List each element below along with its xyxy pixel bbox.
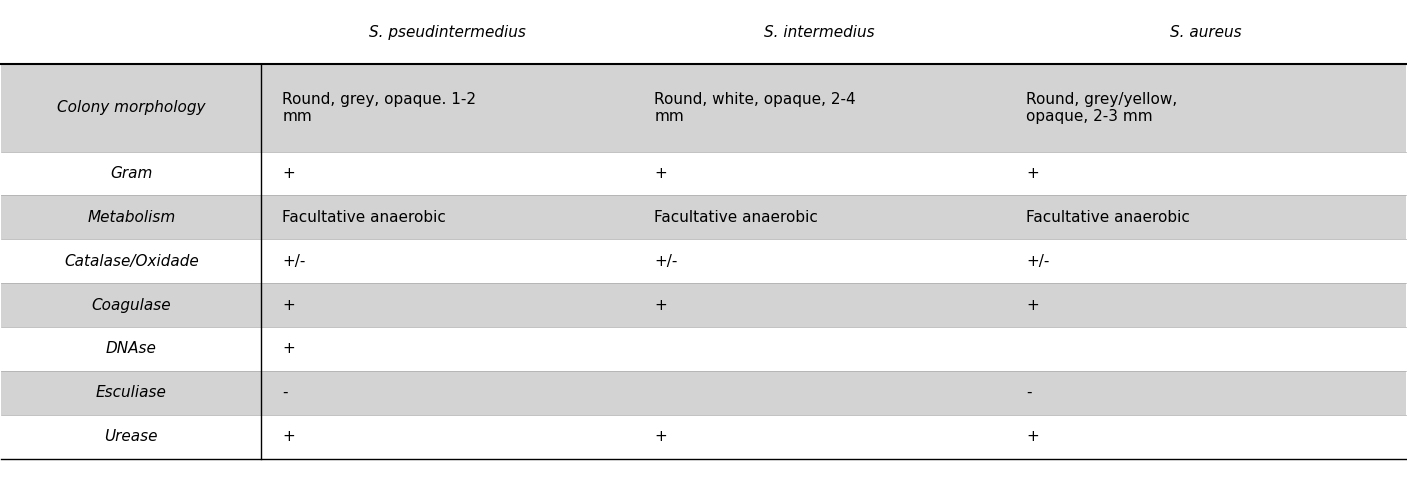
Bar xyxy=(1,64,1406,151)
Text: Round, grey/yellow,
opaque, 2-3 mm: Round, grey/yellow, opaque, 2-3 mm xyxy=(1027,91,1178,124)
Text: +: + xyxy=(1027,298,1040,313)
Bar xyxy=(1,371,1406,415)
Text: +: + xyxy=(283,166,295,181)
Text: Round, grey, opaque. 1-2
mm: Round, grey, opaque. 1-2 mm xyxy=(283,91,476,124)
Text: Round, white, opaque, 2-4
mm: Round, white, opaque, 2-4 mm xyxy=(654,91,855,124)
Text: +: + xyxy=(283,341,295,356)
Text: Colony morphology: Colony morphology xyxy=(58,100,205,115)
Bar xyxy=(1,1,1406,64)
Text: +: + xyxy=(654,298,667,313)
Text: -: - xyxy=(283,385,288,400)
Text: +: + xyxy=(654,429,667,444)
Bar xyxy=(1,283,1406,327)
Text: +: + xyxy=(283,429,295,444)
Text: S. aureus: S. aureus xyxy=(1169,25,1241,40)
Bar xyxy=(1,196,1406,239)
Text: Facultative anaerobic: Facultative anaerobic xyxy=(283,210,446,225)
Bar xyxy=(1,151,1406,196)
Bar xyxy=(1,239,1406,283)
Text: +: + xyxy=(1027,429,1040,444)
Text: Esculiase: Esculiase xyxy=(96,385,166,400)
Text: +/-: +/- xyxy=(283,254,305,269)
Text: +/-: +/- xyxy=(654,254,678,269)
Text: +/-: +/- xyxy=(1027,254,1050,269)
Text: +: + xyxy=(283,298,295,313)
Bar xyxy=(1,415,1406,458)
Text: +: + xyxy=(654,166,667,181)
Text: Coagulase: Coagulase xyxy=(91,298,172,313)
Text: DNAse: DNAse xyxy=(106,341,156,356)
Text: S. intermedius: S. intermedius xyxy=(764,25,875,40)
Text: S. pseudintermedius: S. pseudintermedius xyxy=(369,25,526,40)
Text: Urease: Urease xyxy=(104,429,158,444)
Text: +: + xyxy=(1027,166,1040,181)
Text: Facultative anaerobic: Facultative anaerobic xyxy=(654,210,819,225)
Text: Facultative anaerobic: Facultative anaerobic xyxy=(1027,210,1190,225)
Text: -: - xyxy=(1027,385,1031,400)
Text: Metabolism: Metabolism xyxy=(87,210,176,225)
Bar xyxy=(1,327,1406,371)
Text: Catalase/Oxidade: Catalase/Oxidade xyxy=(63,254,198,269)
Text: Gram: Gram xyxy=(110,166,152,181)
